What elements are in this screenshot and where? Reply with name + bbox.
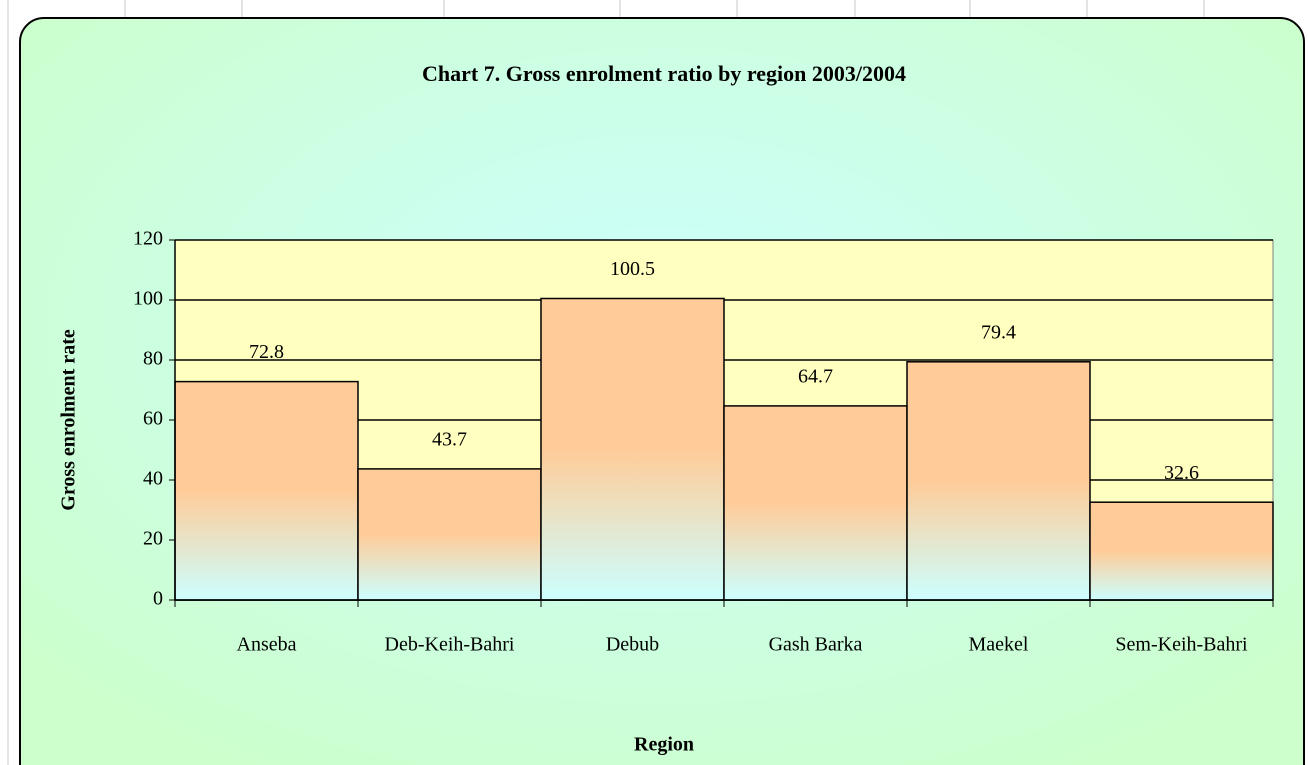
x-tick-label: Sem-Keih-Bahri <box>1115 634 1248 656</box>
x-tick-label: Deb-Keih-Bahri <box>385 634 515 656</box>
chart-title: Chart 7. Gross enrolment ratio by region… <box>422 61 906 86</box>
data-label: 79.4 <box>981 321 1016 343</box>
bar <box>1089 501 1274 601</box>
x-tick-label: Anseba <box>237 634 297 656</box>
y-tick-label: 120 <box>133 228 163 250</box>
data-label: 100.5 <box>610 258 655 280</box>
data-label: 72.8 <box>249 341 284 363</box>
data-label: 32.6 <box>1164 462 1199 484</box>
y-tick-label: 80 <box>143 348 163 370</box>
x-axis-title: Region <box>634 734 694 756</box>
y-axis-title: Gross enrolment rate <box>58 329 80 511</box>
bar <box>906 361 1091 601</box>
sheet-grid <box>7 0 1205 765</box>
y-tick-label: 20 <box>143 528 163 550</box>
y-tick-label: 60 <box>143 408 163 430</box>
y-tick-label: 40 <box>143 468 163 490</box>
bar <box>174 380 359 601</box>
x-tick-label: Maekel <box>969 634 1029 656</box>
data-label: 43.7 <box>432 428 467 450</box>
bar <box>357 468 542 601</box>
bar <box>723 405 908 601</box>
x-tick-label: Gash Barka <box>769 634 863 656</box>
data-label: 64.7 <box>798 365 833 387</box>
x-tick-label: Debub <box>606 634 659 656</box>
y-tick-label: 100 <box>133 288 163 310</box>
bar <box>540 297 725 601</box>
y-tick-label: 0 <box>153 588 163 610</box>
